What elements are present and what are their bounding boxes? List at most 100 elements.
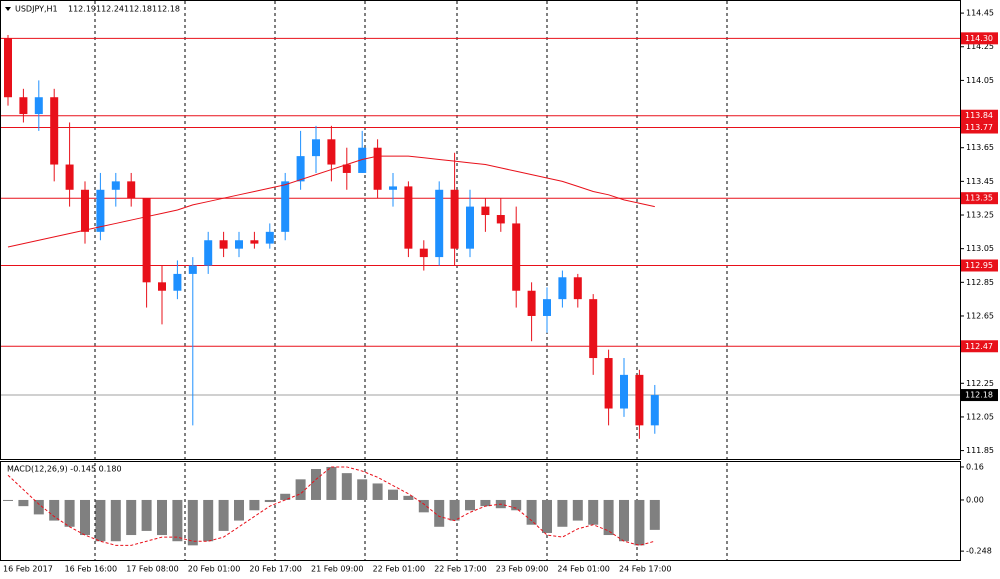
y-tick-label: 113.25	[966, 211, 994, 220]
macd-bar	[388, 489, 398, 500]
x-tick-label: 24 Feb 01:00	[557, 565, 609, 574]
macd-bar	[218, 499, 229, 531]
candle-body	[265, 231, 274, 244]
candle-body	[466, 206, 474, 249]
last-bar-value: 112.24	[96, 5, 124, 14]
last-bar-value: 112.18	[152, 5, 180, 14]
x-tick-label: 16 Feb 16:00	[65, 565, 117, 574]
candle-body	[312, 139, 320, 157]
macd-bar	[449, 499, 460, 521]
candle-body	[19, 97, 28, 115]
price-label: 112.18	[965, 391, 993, 400]
macd-bar	[434, 499, 445, 527]
macd-bar	[603, 499, 614, 536]
last-bar-value: 112.19	[68, 5, 96, 14]
macd-bar	[526, 499, 537, 525]
x-tick-label: 20 Feb 01:00	[188, 565, 240, 574]
y-tick-label: -0.248	[966, 547, 992, 556]
candle-body	[188, 265, 197, 274]
macd-bar	[372, 483, 383, 500]
macd-bar	[280, 493, 291, 500]
candle-body	[250, 240, 259, 244]
y-tick-label: 112.25	[966, 379, 994, 388]
candle-body	[50, 97, 59, 165]
macd-bar	[557, 499, 568, 527]
candle-body	[419, 248, 428, 258]
macd-bar	[264, 499, 275, 503]
macd-bar	[249, 499, 260, 511]
macd-bar	[619, 499, 629, 542]
x-tick-label: 24 Feb 17:00	[619, 565, 671, 574]
level-label: 112.95	[965, 261, 993, 270]
candle-body	[142, 198, 151, 283]
y-tick-label: 113.45	[966, 177, 994, 186]
macd-panel-frame	[0, 461, 961, 561]
x-tick-label: 17 Feb 08:00	[126, 565, 178, 574]
macd-bar	[295, 479, 306, 500]
y-tick-label: 114.05	[966, 76, 994, 85]
y-tick-label: 113.65	[966, 143, 994, 152]
y-tick-label: 111.85	[966, 446, 994, 455]
price-label-box	[961, 389, 998, 402]
level-label: 112.47	[965, 342, 993, 351]
candle-body	[235, 240, 243, 249]
candle-body	[34, 97, 43, 115]
signal-line	[7, 466, 655, 546]
menu-arrow[interactable]	[5, 7, 11, 11]
level-label-box	[961, 32, 998, 45]
level-label: 113.77	[965, 123, 993, 132]
candle-body	[543, 299, 551, 316]
macd-bar	[649, 499, 660, 530]
macd-bar	[110, 499, 121, 542]
candle-body	[173, 273, 182, 291]
y-tick-label: 112.85	[966, 278, 994, 287]
candle-body	[158, 282, 166, 291]
y-tick-label: 112.05	[966, 412, 994, 421]
macd-bar	[3, 499, 13, 501]
macd-bar	[187, 499, 198, 546]
macd-bar	[172, 499, 183, 542]
macd-bar	[80, 499, 90, 536]
macd-bar	[588, 499, 599, 525]
candle-body	[589, 299, 598, 359]
macd-bar	[311, 469, 321, 500]
y-tick-label: 112.65	[966, 311, 994, 320]
macd-bar	[480, 499, 491, 507]
macd-bar	[234, 499, 244, 521]
candle-body	[111, 181, 120, 190]
macd-bar	[418, 499, 429, 513]
candle-body	[481, 206, 490, 216]
level-label-box	[961, 109, 998, 122]
level-label-box	[961, 192, 998, 205]
moving-average	[7, 155, 655, 248]
x-tick-label: 16 Feb 2017	[3, 565, 53, 574]
macd-bar	[95, 499, 106, 542]
macd-bar	[126, 499, 137, 536]
x-tick-label: 21 Feb 09:00	[311, 565, 363, 574]
macd-bar	[465, 499, 475, 511]
last-bar-value: 112.18	[124, 5, 152, 14]
macd-bar	[141, 499, 152, 531]
level-label: 113.84	[965, 111, 993, 120]
macd-bar	[33, 499, 44, 515]
candle-body	[204, 240, 213, 266]
macd-bar	[18, 499, 29, 507]
macd-bar	[49, 499, 60, 521]
macd-bar	[203, 499, 214, 542]
candle-body	[635, 374, 644, 426]
candle-body	[373, 147, 382, 190]
y-tick-label: 113.05	[966, 244, 994, 253]
x-tick-label: 23 Feb 09:00	[496, 565, 548, 574]
candle-body	[512, 223, 521, 291]
candle-body	[342, 164, 351, 173]
candle-body	[127, 181, 136, 199]
candle-body	[296, 156, 305, 182]
candle-body	[496, 215, 505, 224]
candle-body	[573, 277, 582, 300]
candle-body	[620, 374, 628, 409]
y-tick-label: 114.45	[966, 9, 994, 18]
vertical-grid	[94, 1, 728, 560]
candle-body	[558, 277, 567, 300]
macd-bar	[357, 479, 368, 500]
